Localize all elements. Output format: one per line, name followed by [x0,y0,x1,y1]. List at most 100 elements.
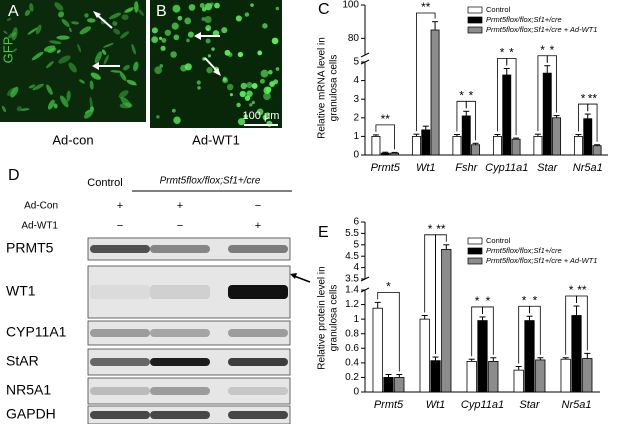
significance-bracket [576,295,588,351]
panel-label: B [156,3,167,20]
y-tick-label: 1.4 [345,285,359,296]
significance-label: ** [436,222,446,236]
y-tick-label: 4 [353,75,359,86]
bar [466,360,477,393]
cell [121,14,129,21]
cell [275,6,280,11]
bar [441,248,452,393]
cell [186,38,190,43]
significance-bracket [587,103,598,142]
cell [12,48,18,53]
axis-break [360,276,370,282]
bar [471,144,481,156]
blot [87,320,291,346]
cell [90,72,101,80]
panel-label: C [318,1,330,18]
cell [187,31,194,38]
bar [573,135,583,156]
arrowhead [93,11,101,18]
cell [118,90,129,99]
significance-label: * [509,46,514,60]
cell [229,93,233,97]
cell [257,50,263,56]
bar [421,129,431,156]
cell [201,17,206,21]
y-tick-label: 0.6 [345,343,359,354]
sign: + [117,200,123,212]
cell [205,38,211,44]
bar [513,369,524,393]
cell [158,36,163,40]
cell [69,27,72,33]
cell [223,78,227,82]
significance-label: ** [421,0,431,14]
cell [89,96,93,110]
bar [560,358,571,393]
bar [390,152,400,156]
significance-bracket [482,306,494,355]
cell [172,4,181,13]
cell [16,106,22,112]
band [90,245,150,253]
cell [46,61,54,69]
cell [49,40,62,45]
y-tick-label: 1 [353,131,359,142]
significance-label: * [550,43,555,57]
bar [583,118,593,156]
cell [206,67,213,74]
x-tick-label: Prmt5 [374,399,404,411]
band [228,411,288,419]
cell [77,43,82,53]
axis-break [360,287,370,293]
cell [263,92,271,101]
significance-bracket [529,305,541,355]
significance-label: * [522,293,527,307]
caption: Ad-con [52,132,93,147]
cell [54,2,64,11]
significance-bracket [435,234,447,355]
significance-label: ** [588,91,598,105]
cell [262,114,268,121]
cell [171,108,176,113]
cell [207,54,211,58]
bar [371,135,381,156]
cell [119,71,127,81]
significance-bracket [465,100,476,141]
y-tick-label: 5 [353,57,359,68]
blot-label: CYP11A1 [6,324,67,340]
bar [582,358,593,393]
bar [592,145,602,156]
arrowhead [290,273,297,279]
y-axis-label: granulosa cells [329,285,340,352]
cell [235,15,242,22]
x-tick-label: Fshr [455,162,478,174]
cell [86,18,96,23]
cell [31,51,44,61]
legend-swatch [467,26,483,34]
column-header: Control [87,177,122,189]
cell [262,23,268,29]
x-tick-label: Star [519,399,541,411]
cell [201,7,207,12]
y-tick-label: 0 [353,387,359,398]
panel-label: D [8,167,20,184]
cell [243,114,248,119]
cell [240,82,248,90]
significance-bracket [416,12,436,132]
cell [134,1,139,13]
band [150,285,210,299]
cell [20,108,30,111]
y-tick-label: 5 [353,239,359,250]
cell [28,84,36,89]
y-tick-label: 4.5 [345,251,359,262]
x-tick-label: Nr5a1 [562,399,592,411]
cell [53,103,58,109]
sign: + [177,200,183,212]
cell [66,90,71,102]
band [228,329,288,337]
row-label: Ad-WT1 [21,221,58,232]
cell [32,83,45,91]
cell [206,27,210,32]
blot [87,237,291,261]
